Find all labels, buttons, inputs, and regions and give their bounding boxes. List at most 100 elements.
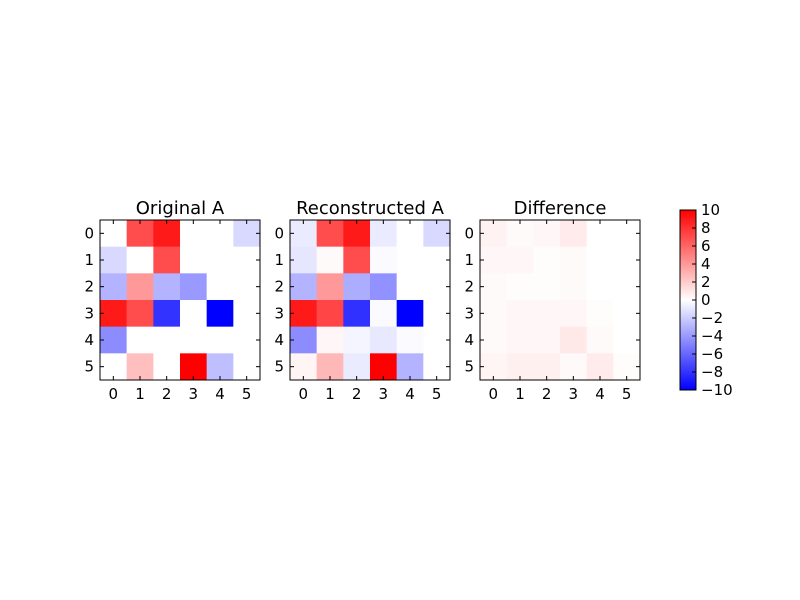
x-tick-label: 3	[379, 385, 389, 403]
y-tick-label: 2	[464, 278, 474, 296]
y-tick-label: 5	[274, 358, 284, 376]
y-tick-label: 0	[274, 224, 284, 242]
heatmap-cell	[180, 353, 207, 381]
heatmap-cell	[533, 273, 561, 301]
heatmap-cell	[370, 300, 397, 327]
plot-frame	[289, 219, 451, 381]
heatmap-cell	[586, 220, 614, 247]
heatmap-cell	[423, 300, 451, 327]
y-tick-label: 3	[274, 304, 284, 322]
heatmap-cell	[423, 273, 451, 301]
heatmap-cell	[206, 273, 234, 301]
plot-frame	[479, 219, 641, 381]
y-tick-label: 0	[84, 224, 94, 242]
heatmap-cell	[126, 273, 154, 301]
heatmap-cell	[343, 246, 371, 274]
heatmap-cell	[396, 353, 424, 381]
y-tick-label: 1	[84, 251, 94, 269]
heatmap-cell	[586, 273, 614, 301]
heatmap-cell	[480, 353, 507, 381]
y-ticks: 0 1 2 3 4 5	[84, 224, 260, 376]
x-tick-label: 5	[242, 385, 252, 403]
heatmap-cell	[233, 273, 261, 301]
heatmap-cell	[506, 246, 534, 274]
heatmap-cell	[153, 326, 181, 354]
heatmap-cell	[290, 300, 317, 327]
heatmap-cell	[586, 326, 614, 354]
plot-frame	[99, 219, 261, 381]
heatmap-cells	[480, 220, 641, 381]
heatmap-cell	[423, 220, 451, 247]
heatmap-cell	[126, 326, 154, 354]
heatmap-cell	[316, 353, 344, 381]
colorbar-gradient	[680, 210, 696, 390]
heatmap-cell	[343, 220, 371, 247]
panel-title: Reconstructed A	[296, 198, 445, 219]
x-tick-label: 0	[299, 385, 309, 403]
heatmap-cells	[100, 220, 261, 381]
heatmap-cell	[180, 246, 207, 274]
colorbar-tick-label: 0	[701, 291, 711, 309]
y-tick-label: 5	[464, 358, 474, 376]
y-tick-label: 3	[464, 304, 474, 322]
y-ticks: 0 1 2 3 4 5	[274, 224, 450, 376]
heatmap-cells	[290, 220, 451, 381]
heatmap-cell	[423, 246, 451, 274]
heatmap-cell	[316, 326, 344, 354]
heatmap-cell	[180, 273, 207, 301]
heatmap-cell	[180, 326, 207, 354]
heatmap-cell	[506, 300, 534, 327]
heatmap-cell	[613, 246, 641, 274]
heatmap-cell	[533, 246, 561, 274]
heatmap-cell	[233, 246, 261, 274]
x-tick-label: 1	[325, 385, 335, 403]
heatmap-cell	[343, 326, 371, 354]
x-tick-label: 1	[135, 385, 145, 403]
heatmap-cell	[180, 220, 207, 247]
x-tick-label: 2	[352, 385, 362, 403]
heatmap-cell	[370, 353, 397, 381]
heatmap-cell	[153, 300, 181, 327]
heatmap-cell	[560, 246, 587, 274]
x-tick-label: 1	[515, 385, 525, 403]
heatmap-cell	[480, 220, 507, 247]
y-tick-label: 4	[464, 331, 474, 349]
heatmap-cell	[126, 246, 154, 274]
heatmap-cell	[180, 300, 207, 327]
heatmap-cell	[316, 300, 344, 327]
colorbar-tick-label: 10	[701, 201, 720, 219]
x-tick-label: 4	[595, 385, 605, 403]
heatmap-cell	[206, 300, 234, 327]
heatmap-cell	[343, 273, 371, 301]
heatmap-cell	[506, 273, 534, 301]
heatmap-cell	[206, 353, 234, 381]
heatmap-cell	[560, 300, 587, 327]
colorbar-tick-label: −4	[701, 327, 723, 345]
colorbar-tick-label: 2	[701, 273, 711, 291]
heatmap-cell	[290, 326, 317, 354]
heatmap-cell	[480, 326, 507, 354]
heatmap-cell	[153, 353, 181, 381]
y-tick-label: 1	[464, 251, 474, 269]
colorbar-tick-label: −10	[701, 381, 733, 399]
colorbar-tick-label: −8	[701, 363, 723, 381]
heatmap-cell	[100, 273, 127, 301]
heatmap-cell	[370, 220, 397, 247]
heatmap-cell	[100, 220, 127, 247]
x-tick-label: 4	[405, 385, 415, 403]
panel-title: Difference	[514, 198, 607, 219]
heatmap-cell	[560, 326, 587, 354]
y-tick-label: 5	[84, 358, 94, 376]
colorbar-tick-label: 4	[701, 255, 711, 273]
heatmap-cell	[396, 326, 424, 354]
heatmap-cell	[100, 246, 127, 274]
y-tick-label: 4	[84, 331, 94, 349]
heatmap-cell	[396, 273, 424, 301]
heatmap-cell	[316, 246, 344, 274]
heatmap-cell	[206, 220, 234, 247]
heatmap-cell	[153, 220, 181, 247]
heatmap-cell	[560, 220, 587, 247]
